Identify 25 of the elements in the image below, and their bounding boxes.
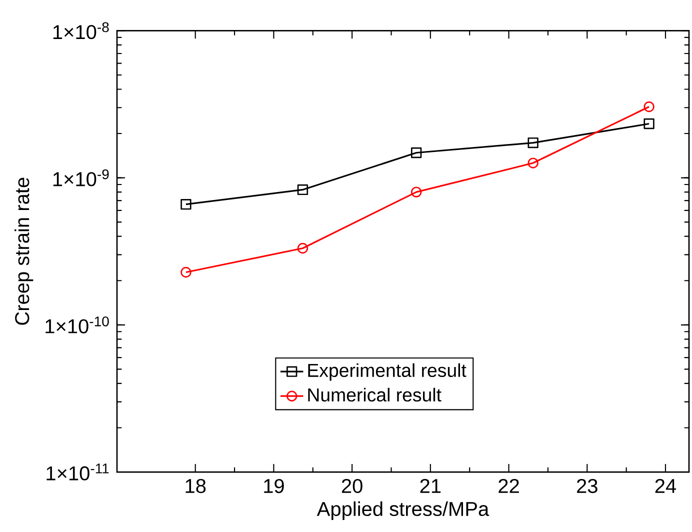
point <box>297 242 308 254</box>
point <box>644 118 654 130</box>
y-tick-label: 1×10$^{-11}$ <box>46 464 109 480</box>
x-tick-label: 21 <box>420 478 441 493</box>
x-axis-title: Applied stress/MPa <box>316 501 490 520</box>
point <box>528 158 538 168</box>
x-tick-label: 22 <box>498 478 519 493</box>
x-tick-label: 20 <box>342 478 362 494</box>
x-tick-label: 19 <box>264 478 284 494</box>
point <box>410 186 422 198</box>
point <box>180 266 192 278</box>
point <box>410 147 422 158</box>
point <box>297 184 308 196</box>
point <box>644 101 654 112</box>
y-tick-label: 1×10$^{-8}$ <box>53 22 109 40</box>
y-tick-label: 1×10$^{-10}$ <box>46 316 109 334</box>
legend-label: Numerical result <box>308 388 442 402</box>
point <box>180 199 192 210</box>
x-tick-label: 24 <box>655 478 676 493</box>
y-axis-title: Creep strain rate <box>14 178 34 325</box>
legend-label: Experimental result <box>308 363 466 381</box>
point <box>528 137 538 148</box>
x-tick-label: 23 <box>577 478 598 494</box>
y-tick-label: 1×10$^{-9}$ <box>53 169 109 186</box>
x-tick-label: 18 <box>186 478 206 494</box>
